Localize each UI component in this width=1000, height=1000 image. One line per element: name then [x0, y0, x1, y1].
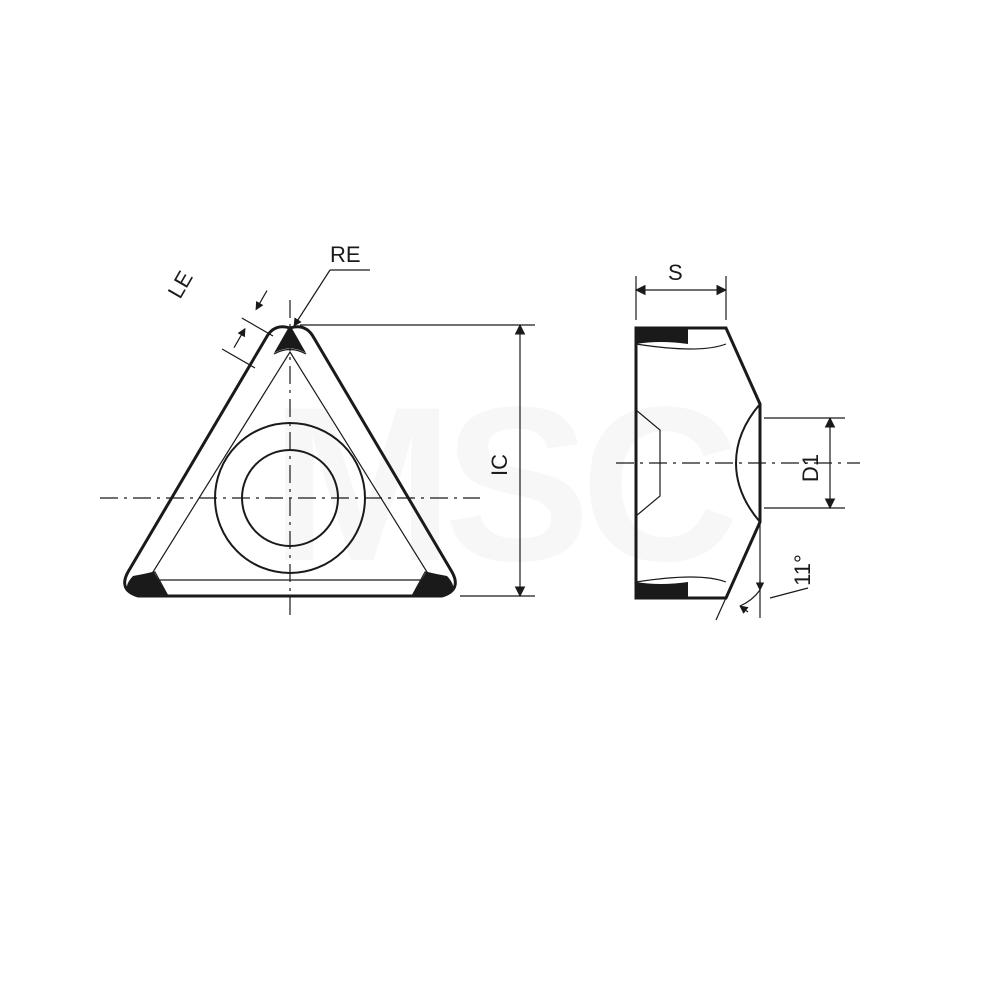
label-s: S — [668, 260, 683, 285]
label-ic: IC — [487, 454, 512, 476]
label-le: LE — [163, 267, 198, 303]
label-angle: 11° — [790, 554, 815, 586]
watermark: MSC — [271, 361, 734, 607]
label-d1: D1 — [798, 454, 823, 482]
technical-drawing: MSC IC RE — [0, 0, 1000, 1000]
label-re: RE — [330, 242, 361, 267]
